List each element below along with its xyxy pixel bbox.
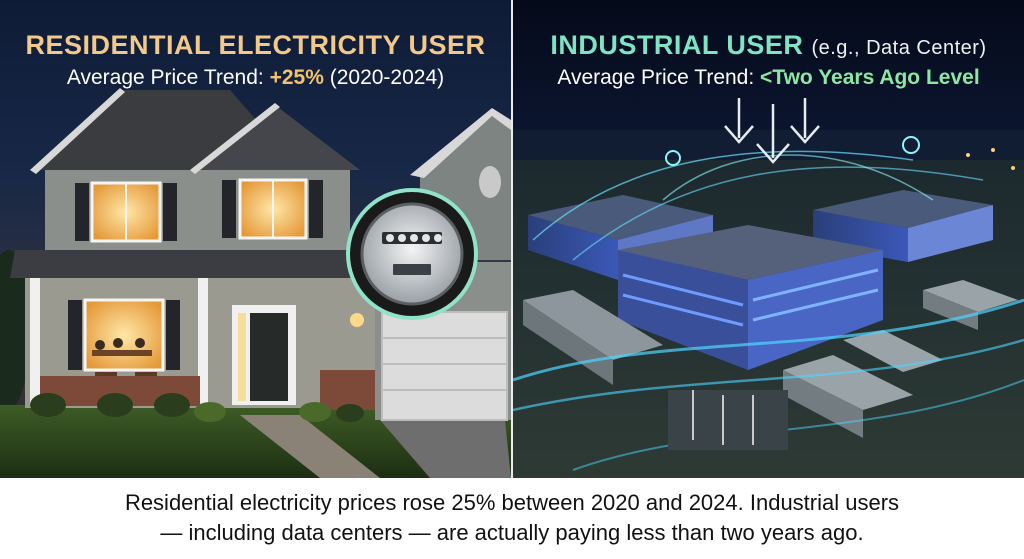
residential-heading-text: RESIDENTIAL ELECTRICITY USER	[25, 30, 486, 60]
industrial-trend-value: <Two Years Ago Level	[760, 66, 980, 89]
residential-trend-value: +25%	[269, 66, 324, 89]
data-center-illustration	[513, 130, 1024, 478]
residential-panel	[0, 0, 511, 478]
panel-divider	[511, 0, 513, 478]
residential-heading: RESIDENTIAL ELECTRICITY USER	[0, 30, 511, 61]
industrial-price-trend: Average Price Trend: <Two Years Ago Leve…	[513, 66, 1024, 90]
industrial-panel	[513, 0, 1024, 478]
electric-meter-icon	[346, 188, 478, 320]
caption-line-1: Residential electricity prices rose 25% …	[124, 490, 900, 515]
house-illustration	[0, 0, 511, 478]
industrial-heading: INDUSTRIAL USER (e.g., Data Center)	[513, 30, 1024, 61]
residential-price-trend: Average Price Trend: +25% (2020-2024)	[0, 66, 511, 90]
caption: Residential electricity prices rose 25% …	[0, 478, 1024, 559]
caption-line-2: — including data centers — are actually …	[160, 520, 864, 545]
industrial-heading-text: INDUSTRIAL USER	[550, 30, 804, 60]
residential-trend-label: Average Price Trend:	[66, 66, 264, 89]
industrial-heading-note: (e.g., Data Center)	[811, 37, 987, 59]
residential-trend-period: (2020-2024)	[329, 66, 445, 89]
down-arrow-icon	[724, 98, 820, 164]
industrial-trend-label: Average Price Trend:	[557, 66, 755, 89]
